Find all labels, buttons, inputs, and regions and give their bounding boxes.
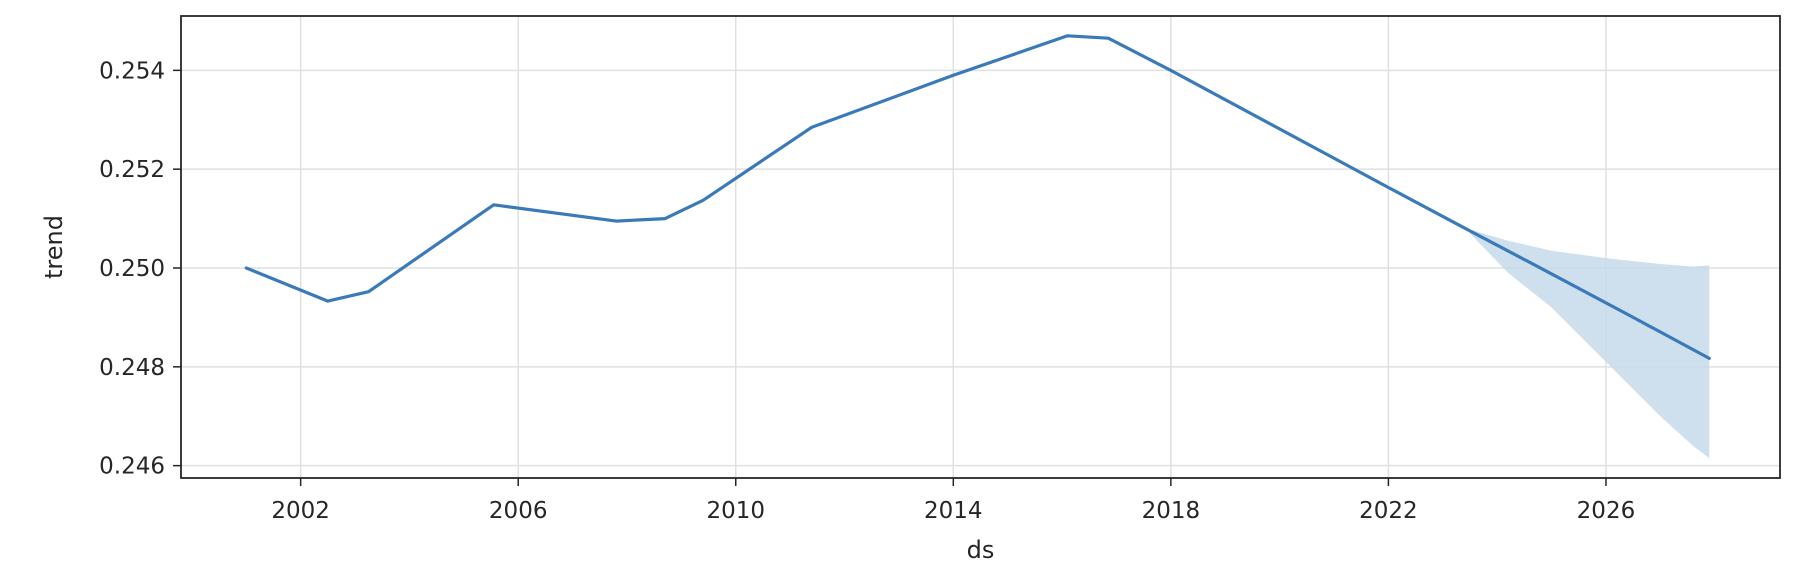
y-tick-label: 0.250 xyxy=(99,256,165,282)
y-axis-label: trend xyxy=(40,215,68,279)
x-axis-label: ds xyxy=(967,536,995,564)
y-tick-label: 0.252 xyxy=(99,157,165,183)
y-tick-label: 0.254 xyxy=(99,58,165,84)
x-tick-label: 2026 xyxy=(1577,498,1636,524)
x-tick-label: 2002 xyxy=(271,498,330,524)
plot-area-frame xyxy=(180,15,1781,479)
uncertainty-band xyxy=(1470,229,1710,459)
x-tick-label: 2022 xyxy=(1359,498,1418,524)
x-tick-label: 2018 xyxy=(1142,498,1201,524)
trend-line xyxy=(244,34,1711,360)
y-tick-label: 0.248 xyxy=(99,355,165,381)
x-tick-label: 2006 xyxy=(489,498,548,524)
uncertainty-band-layer xyxy=(1470,229,1710,459)
grid-lines xyxy=(181,16,1780,478)
series-line-layer xyxy=(244,34,1711,360)
y-tick-label: 0.246 xyxy=(99,454,165,480)
x-tick-label: 2014 xyxy=(924,498,983,524)
axis-ticks: 2002 2006 2010 2014 2018 2022 2026 0.246 0.248 0.… xyxy=(99,58,1635,524)
x-tick-label: 2010 xyxy=(706,498,765,524)
